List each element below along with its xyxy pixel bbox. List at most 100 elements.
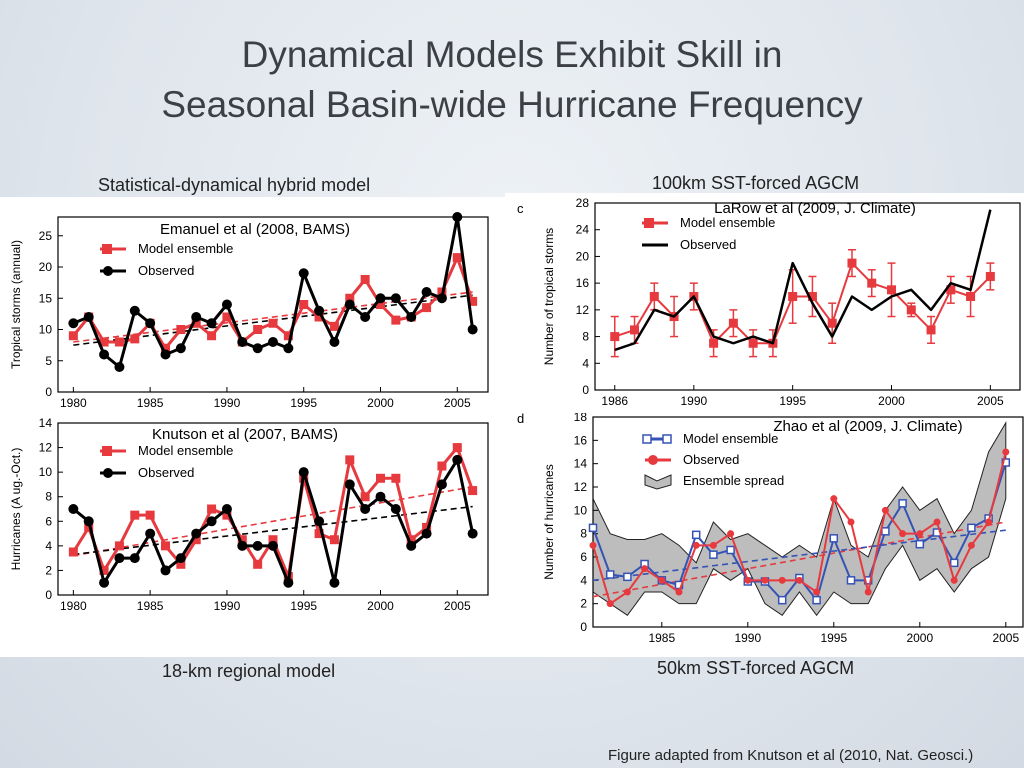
y-axis-label: Hurricanes (A ug.-Oct.) [9,448,23,571]
legend-label: Model ensemble [138,241,233,256]
observed-point [641,565,649,573]
observed-point [795,576,803,584]
legend-item: Model ensemble [642,215,775,230]
model-ensemble-point [130,334,140,344]
model-ensemble-point [777,595,787,605]
model-ensemble-point [610,332,620,342]
model-ensemble-point [422,522,432,532]
y-tick-label: 10 [39,465,53,479]
plot-frame [57,216,489,393]
model-ensemble-point [207,504,217,514]
observed-point [881,506,889,514]
x-tick-label: 1995 [290,396,317,410]
y-tick-label: 14 [574,457,588,471]
legend-label: Observed [683,452,739,467]
model-ensemble-point [314,312,324,322]
observed-point [268,540,278,551]
y-tick-label: 4 [580,573,587,587]
y-tick-label: 25 [39,229,53,243]
observed-point [283,577,294,588]
model-ensemble-point [881,527,890,536]
slide-title-line2: Seasonal Basin-wide Hurricane Frequency [161,84,863,125]
observed-point [950,576,958,584]
observed-point [744,576,752,584]
caption-50km-agcm: 50km SST-forced AGCM [657,658,855,678]
legend-item: Ensemble spread [644,473,784,490]
x-tick-label: 2005 [992,631,1019,645]
model-ensemble-point [191,535,201,545]
model-ensemble-point [726,545,735,555]
x-tick-label: 1986 [601,394,628,408]
model-ensemble-point [926,325,936,335]
observed-point [727,530,735,538]
legend-item: Observed [642,237,736,252]
y-tick-label: 2 [45,563,52,577]
panel-letter: c [517,201,524,216]
trend-line [73,291,473,343]
observed-point [452,454,463,465]
plot-frame [592,416,1024,628]
chart-title: Knutson et al (2007, BAMS) [152,426,338,443]
legend-label: Observed [138,263,194,278]
x-tick-label: 2000 [906,631,933,645]
model-ensemble-point [191,318,201,328]
y-tick-label: 20 [576,249,590,263]
observed-point [191,528,202,539]
model-ensemble-point [623,572,632,582]
observed-point [329,337,340,347]
observed-point [129,305,140,316]
model-ensemble-point [846,576,856,585]
observed-point [145,528,156,539]
x-tick-label: 2000 [367,396,394,410]
model-ensemble-point [68,547,78,557]
plot-frame [57,422,489,596]
y-tick-label: 10 [574,503,588,517]
x-tick-label: 1985 [648,631,675,645]
observed-point [709,541,717,549]
x-tick-label: 1995 [290,599,317,613]
observed-point [813,588,821,596]
observed-point [83,516,94,527]
plot-frame [594,202,1021,391]
observed-point [268,337,278,347]
y-tick-label: 8 [45,490,52,504]
model-ensemble-point [691,530,701,540]
x-tick-label: 2000 [878,394,905,408]
legend-item: Observed [645,452,739,467]
legend-swatch [103,266,113,276]
y-tick-label: 6 [580,550,587,564]
chart-knutson: 1980 1985 1990 1995 2000 2005 0 2 4 6 8 10 12 14 Hurri… [9,417,489,613]
model-ensemble-point [649,292,659,301]
ensemble-spread-band [592,421,1007,617]
legend-swatch [662,434,672,444]
observed-point [191,312,202,322]
x-tick-label: 2005 [977,394,1004,408]
y-axis-label: Tropical storms (annual) [9,240,23,369]
x-tick-label: 1995 [779,394,806,408]
model-ensemble-point [222,312,232,322]
model-ensemble-point [847,258,857,268]
x-tick-label: 2005 [444,599,471,613]
chart-title: LaRow et al (2009, J. Climate) [714,200,916,217]
observed-point [206,318,217,329]
y-tick-label: 0 [580,620,587,634]
observed-point [390,504,401,514]
observed-point [675,588,683,596]
observed-point [864,588,872,596]
model-ensemble-point [268,318,278,328]
model-ensemble-point [807,292,817,301]
observed-point [967,541,975,549]
model-ensemble-point [360,275,370,284]
y-axis-label: Number of tropical storms [542,228,556,365]
observed-point [589,541,597,549]
observed-point [99,577,110,588]
x-tick-label: 1980 [60,599,87,613]
observed-point [421,528,432,539]
observed-point [206,516,217,527]
chart-zhao: d 1985 1990 1995 2000 2005 0 2 4 6 8 10 12 14 16 18 Numb… [517,413,1024,645]
y-tick-label: 16 [574,433,588,447]
model-ensemble-point [946,285,956,295]
observed-point [68,504,79,514]
model-ensemble-point [283,331,293,341]
observed-point [467,528,478,539]
